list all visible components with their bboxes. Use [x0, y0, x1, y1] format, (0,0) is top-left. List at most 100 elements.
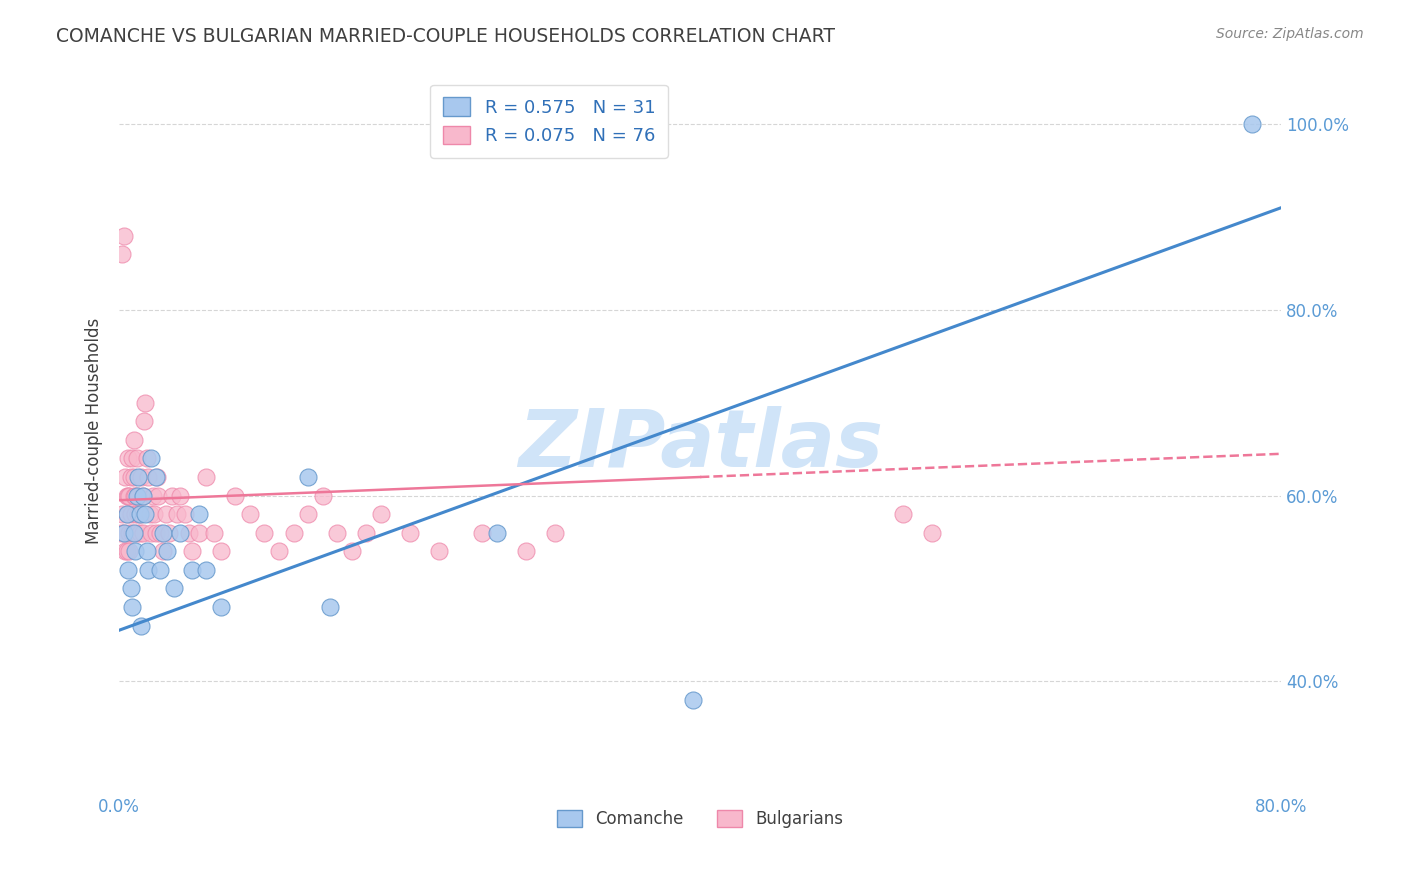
- Point: [202, 525, 225, 540]
- Point: [121, 599, 143, 614]
- Point: [427, 544, 450, 558]
- Point: [120, 582, 142, 596]
- Point: [195, 470, 218, 484]
- Point: [224, 489, 246, 503]
- Point: [146, 470, 169, 484]
- Point: [115, 544, 138, 558]
- Point: [152, 544, 174, 558]
- Point: [127, 470, 149, 484]
- Point: [471, 525, 494, 540]
- Point: [141, 525, 163, 540]
- Point: [169, 525, 191, 540]
- Y-axis label: Married-couple Households: Married-couple Households: [86, 318, 103, 544]
- Point: [122, 525, 145, 540]
- Point: [115, 489, 138, 503]
- Point: [117, 489, 139, 503]
- Point: [121, 451, 143, 466]
- Point: [117, 451, 139, 466]
- Point: [125, 525, 148, 540]
- Point: [124, 489, 146, 503]
- Point: [135, 544, 157, 558]
- Point: [180, 563, 202, 577]
- Point: [111, 507, 134, 521]
- Point: [111, 247, 134, 261]
- Point: [682, 693, 704, 707]
- Point: [188, 507, 211, 521]
- Point: [134, 507, 156, 521]
- Point: [117, 563, 139, 577]
- Point: [120, 470, 142, 484]
- Point: [125, 489, 148, 503]
- Point: [180, 544, 202, 558]
- Point: [134, 395, 156, 409]
- Point: [143, 507, 166, 521]
- Point: [160, 489, 183, 503]
- Point: [267, 544, 290, 558]
- Point: [127, 489, 149, 503]
- Point: [145, 470, 167, 484]
- Point: [169, 489, 191, 503]
- Point: [127, 507, 149, 521]
- Point: [136, 563, 159, 577]
- Text: COMANCHE VS BULGARIAN MARRIED-COUPLE HOUSEHOLDS CORRELATION CHART: COMANCHE VS BULGARIAN MARRIED-COUPLE HOU…: [56, 27, 835, 45]
- Point: [370, 507, 392, 521]
- Point: [188, 525, 211, 540]
- Point: [129, 507, 152, 521]
- Point: [515, 544, 537, 558]
- Point: [124, 507, 146, 521]
- Point: [157, 525, 180, 540]
- Point: [156, 544, 179, 558]
- Point: [283, 525, 305, 540]
- Point: [115, 507, 138, 521]
- Point: [112, 525, 135, 540]
- Point: [125, 451, 148, 466]
- Point: [319, 599, 342, 614]
- Point: [893, 507, 915, 521]
- Point: [253, 525, 276, 540]
- Point: [155, 507, 177, 521]
- Point: [195, 563, 218, 577]
- Point: [148, 489, 170, 503]
- Point: [129, 470, 152, 484]
- Point: [131, 525, 153, 540]
- Point: [311, 489, 333, 503]
- Point: [131, 489, 153, 503]
- Point: [485, 525, 508, 540]
- Point: [122, 470, 145, 484]
- Point: [136, 470, 159, 484]
- Point: [114, 544, 136, 558]
- Point: [112, 525, 135, 540]
- Point: [142, 489, 165, 503]
- Point: [326, 525, 349, 540]
- Point: [149, 525, 172, 540]
- Point: [149, 563, 172, 577]
- Point: [297, 470, 319, 484]
- Legend: Comanche, Bulgarians: Comanche, Bulgarians: [550, 804, 851, 835]
- Point: [921, 525, 943, 540]
- Point: [239, 507, 262, 521]
- Point: [118, 544, 141, 558]
- Point: [139, 507, 162, 521]
- Point: [115, 507, 138, 521]
- Point: [122, 489, 145, 503]
- Point: [163, 582, 186, 596]
- Point: [152, 525, 174, 540]
- Point: [131, 489, 153, 503]
- Point: [124, 544, 146, 558]
- Point: [118, 525, 141, 540]
- Point: [209, 544, 232, 558]
- Point: [118, 489, 141, 503]
- Point: [122, 433, 145, 447]
- Point: [112, 228, 135, 243]
- Point: [121, 525, 143, 540]
- Point: [166, 507, 188, 521]
- Point: [110, 525, 132, 540]
- Point: [209, 599, 232, 614]
- Point: [120, 507, 142, 521]
- Text: Source: ZipAtlas.com: Source: ZipAtlas.com: [1216, 27, 1364, 41]
- Point: [132, 414, 155, 428]
- Point: [128, 525, 150, 540]
- Point: [177, 525, 200, 540]
- Point: [135, 451, 157, 466]
- Point: [141, 451, 163, 466]
